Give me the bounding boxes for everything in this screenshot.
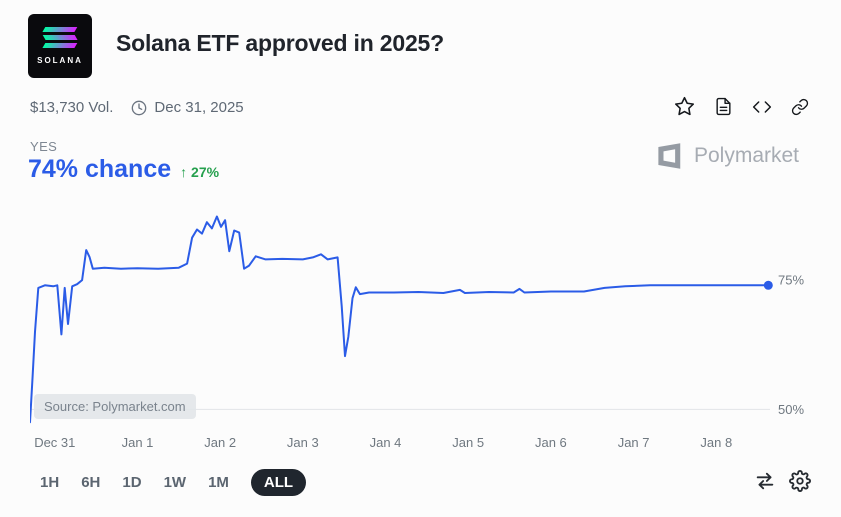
clock-icon [131,100,147,116]
timeframe-1h[interactable]: 1H [40,474,60,491]
x-axis-label: Jan 5 [452,435,484,450]
solana-bar [42,35,78,40]
x-axis-label: Jan 6 [535,435,567,450]
compare-icon[interactable] [754,470,776,492]
y-axis-label: 75% [778,273,804,288]
solana-icon [42,27,78,48]
solana-bar [42,27,78,32]
x-axis-label: Jan 2 [204,435,236,450]
timeframe-selector: 1H 6H 1D 1W 1M ALL [40,469,307,496]
volume-text: $13,730 Vol. [30,99,114,116]
embed-code-icon[interactable] [752,97,772,117]
source-attribution: Source: Polymarket.com [34,394,196,419]
copy-link-icon[interactable] [791,98,809,116]
market-title[interactable]: Solana ETF approved in 2025? [116,30,444,56]
timeframe-1m[interactable]: 1M [208,474,229,491]
x-axis-label: Jan 1 [122,435,154,450]
x-axis-label: Jan 8 [700,435,732,450]
chart-tools [754,470,811,492]
outcome-label: YES [30,139,58,154]
solana-bar [42,43,78,48]
timeframe-1w[interactable]: 1W [163,474,187,491]
price-line [29,215,770,424]
chance-row: 74% chance ↑ 27% [28,155,219,184]
x-axis-label: Jan 7 [618,435,650,450]
market-logo: SOLANA [28,14,92,78]
x-axis-label: Jan 4 [370,435,402,450]
polymarket-watermark[interactable]: Polymarket [654,141,799,171]
timeframe-1d[interactable]: 1D [122,474,142,491]
chance-value: 74% chance [28,155,172,183]
price-end-dot [763,280,773,290]
star-icon[interactable] [674,96,695,117]
article-icon[interactable] [714,97,733,116]
solana-logo-text: SOLANA [37,55,83,65]
y-axis-label: 50% [778,402,804,417]
settings-icon[interactable] [789,470,811,492]
timeframe-6h[interactable]: 6H [81,474,101,491]
x-axis-label: Jan 3 [287,435,319,450]
chance-change: ↑ 27% [180,164,220,180]
x-axis-label: Dec 31 [34,435,75,450]
toolbar [674,96,809,117]
polymarket-logo-icon [654,141,684,171]
end-date-text: Dec 31, 2025 [154,99,244,116]
polymarket-logo-text: Polymarket [693,144,799,167]
price-chart[interactable]: 75% 50% Dec 31 Jan 1 Jan 2 Jan 3 Jan 4 Jan 5 Jan… [29,200,830,455]
timeframe-all[interactable]: ALL [250,469,307,496]
market-stats: $13,730 Vol. Dec 31, 2025 [30,99,244,116]
